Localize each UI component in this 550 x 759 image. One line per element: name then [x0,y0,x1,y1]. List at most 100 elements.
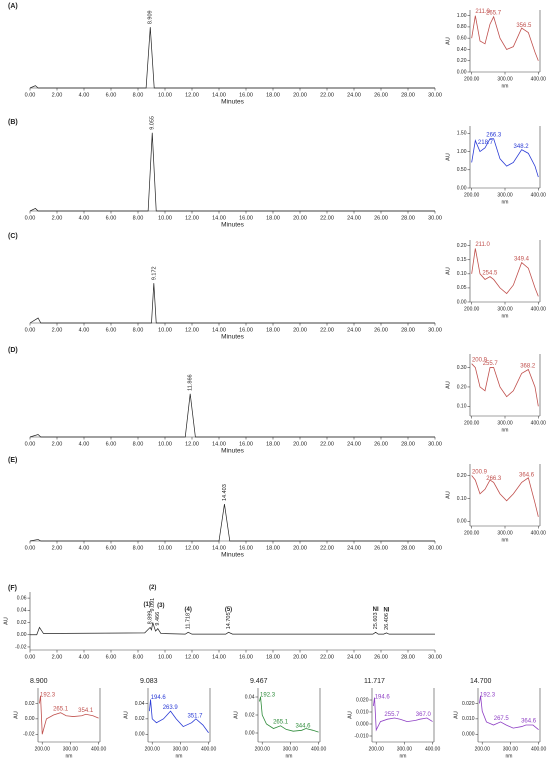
y-axis-label: AU [347,711,353,719]
peak-label: 9.055 [150,116,156,130]
y-tick-label: 1.50 [457,131,467,137]
x-tick-label: 26.00 [374,545,388,551]
x-tick-label: 12.00 [185,92,199,98]
x-tick-label: 30.00 [428,92,442,98]
y-tick-label: 0.20 [457,473,467,479]
spectrum-line [39,695,99,735]
x-tick-label: 10.00 [158,545,172,551]
x-tick-label: 18.00 [266,654,280,660]
x-tick-label: 28.00 [401,215,415,221]
peak-label: 351.7 [187,713,203,719]
x-tick-label: 0.00 [25,654,36,660]
y-tick-label: 1.00 [457,149,467,155]
peak-name: (3) [157,603,164,609]
peak-label: 267.5 [494,716,510,722]
x-axis-label: Minutes [221,334,245,341]
spectrum-line [471,248,539,297]
x-tick-label: 18.00 [266,327,280,333]
y-tick-label: 0.04 [17,608,27,614]
x-tick-label: 6.00 [106,441,117,447]
chromatogram-line [29,27,435,89]
x-tick-label: 4.00 [79,327,90,333]
x-tick-label: 20.00 [293,545,307,551]
x-tick-label: 14.00 [212,441,226,447]
peak-name: (5) [225,607,232,613]
x-tick-label: 30.00 [428,327,442,333]
chromatogram-line [29,132,435,212]
x-tick-label: 26.00 [374,441,388,447]
x-tick-label: 16.00 [239,545,253,551]
x-tick-label: 6.00 [106,327,117,333]
x-tick-label: 2.00 [52,545,63,551]
x-axis-label: nm [506,753,513,759]
x-tick-label: 30.00 [428,654,442,660]
x-tick-label: 400.00 [531,530,547,536]
y-tick-label: 0.02 [25,701,35,707]
peak-label: 211.0 [475,242,490,248]
peak-label: 348.2 [514,144,530,150]
x-tick-label: 20.00 [293,441,307,447]
x-tick-label: 200.00 [145,746,161,752]
x-axis-label: nm [286,753,293,759]
x-tick-label: 400.00 [91,746,107,752]
x-tick-label: 22.00 [320,654,334,660]
y-tick-label: 0.02 [135,716,145,722]
x-axis-label: nm [502,199,509,205]
peak-label: 194.6 [151,695,167,701]
x-tick-label: 300.00 [173,746,189,752]
x-tick-label: 4.00 [79,441,90,447]
x-tick-label: 200.00 [464,306,480,312]
y-tick-label: 0.40 [457,47,467,53]
x-tick-label: 8.00 [133,327,144,333]
x-tick-label: 18.00 [266,441,280,447]
y-tick-label: 0.10 [457,496,467,502]
x-tick-label: 300.00 [497,76,513,82]
x-tick-label: 10.00 [158,327,172,333]
x-tick-label: 22.00 [320,327,334,333]
y-tick-label: -0.02 [23,732,35,738]
x-axis-label: nm [176,753,183,759]
x-tick-label: 20.00 [293,92,307,98]
y-tick-label: -0.010 [354,733,368,739]
x-tick-label: 300.00 [497,420,513,426]
peak-label: 364.6 [521,719,537,725]
x-tick-label: 300.00 [397,746,413,752]
peak-label: 8.909 [148,10,154,24]
x-tick-label: 16.00 [239,441,253,447]
x-tick-label: 4.00 [79,92,90,98]
peak-label: 11.866 [188,374,194,390]
x-tick-label: 14.00 [212,654,226,660]
y-tick-label: 0.02 [245,712,255,718]
peak-label: 192.3 [480,693,496,699]
y-tick-label: 0.10 [457,271,467,277]
x-tick-label: 24.00 [347,215,361,221]
x-tick-label: 6.00 [106,215,117,221]
x-tick-label: 20.00 [293,654,307,660]
y-tick-label: 0.04 [245,694,255,700]
x-tick-label: 24.00 [347,654,361,660]
chromatogram-line [29,393,435,438]
x-tick-label: 14.00 [212,327,226,333]
x-tick-label: 400.00 [531,306,547,312]
peak-label: 211.0 [475,9,490,15]
peak-label: 364.6 [519,473,535,479]
x-tick-label: 0.00 [25,215,36,221]
x-tick-label: 16.00 [239,215,253,221]
y-axis-label: AU [453,711,459,719]
chart-title: 8.900 [30,678,48,685]
peak-label: 356.5 [516,23,532,29]
peak-label: 367.0 [416,712,432,718]
peak-label: 265.1 [273,719,289,725]
x-tick-label: 22.00 [320,441,334,447]
x-tick-label: 28.00 [401,327,415,333]
y-axis-label: AU [3,617,9,625]
x-tick-label: 2.00 [52,215,63,221]
x-tick-label: 24.00 [347,545,361,551]
peak-label: 200.9 [472,358,488,364]
peak-name: (1) [143,602,150,608]
y-axis-label: AU [445,37,451,45]
x-tick-label: 22.00 [320,92,334,98]
y-tick-label: 0.00 [135,732,145,738]
peak-label: 344.6 [295,723,311,729]
